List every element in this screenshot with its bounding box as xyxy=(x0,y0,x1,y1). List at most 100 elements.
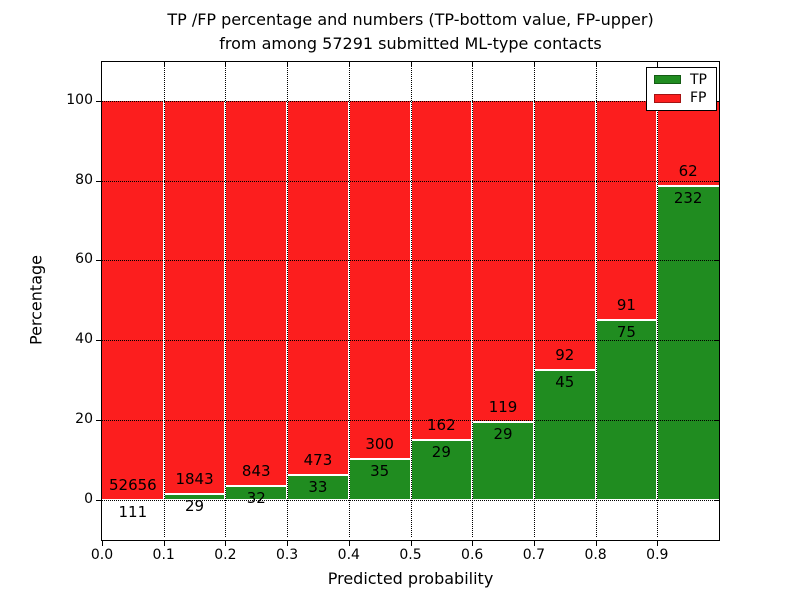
bar-segment-fp-4 xyxy=(348,101,411,458)
vertical-gridline-5 xyxy=(410,63,412,537)
vertical-gridline-8 xyxy=(595,63,597,537)
x-tick-label-0.5: 0.5 xyxy=(399,547,422,563)
bottom-tick-0.7 xyxy=(533,541,535,546)
top-tick-2 xyxy=(225,62,227,66)
x-tick-label-0.8: 0.8 xyxy=(584,547,607,563)
bar-segment-fp-5 xyxy=(410,101,473,439)
top-tick-6 xyxy=(472,62,474,66)
tp-count-label-0: 111 xyxy=(118,502,148,521)
horizontal-gridline-100 xyxy=(102,101,719,102)
tp-count-label-8: 75 xyxy=(616,323,636,342)
bar-segment-tp-0 xyxy=(102,498,164,500)
tp-count-label-4: 35 xyxy=(370,461,390,480)
y-tick-label-0: 0 xyxy=(84,490,93,507)
horizontal-gridline-80 xyxy=(102,180,719,182)
legend-label-fp: FP xyxy=(690,90,707,107)
bar-segment-tp-9 xyxy=(657,185,719,500)
chart-title-line1: TP /FP percentage and numbers (TP-bottom… xyxy=(167,10,654,29)
x-tick-label-0.3: 0.3 xyxy=(275,547,299,563)
fp-count-label-3: 473 xyxy=(303,450,333,469)
fp-count-label-9: 62 xyxy=(678,162,698,181)
fp-count-label-1: 1843 xyxy=(175,470,214,489)
vertical-gridline-6 xyxy=(472,63,474,537)
bar-segment-tp-7 xyxy=(533,368,596,500)
vertical-gridline-3 xyxy=(287,63,289,537)
bar-segment-fp-3 xyxy=(287,101,349,474)
vertical-gridline-4 xyxy=(348,63,350,537)
tp-count-label-9: 232 xyxy=(673,189,703,208)
horizontal-gridline-40 xyxy=(102,340,719,342)
bottom-tick-0.8 xyxy=(595,541,597,546)
bar-segment-fp-0 xyxy=(102,101,164,499)
horizontal-gridline-20 xyxy=(102,419,719,421)
left-tick-40 xyxy=(96,340,101,342)
fp-count-label-7: 92 xyxy=(555,345,575,364)
x-tick-label-0.6: 0.6 xyxy=(461,547,484,563)
top-tick-3 xyxy=(287,62,289,66)
y-tick-label-80: 80 xyxy=(75,171,93,188)
left-tick-100 xyxy=(96,101,101,102)
y-tick-label-60: 60 xyxy=(75,251,93,268)
bar-segment-tp-5 xyxy=(410,439,473,500)
x-tick-label-0.7: 0.7 xyxy=(522,547,546,563)
legend-entry-tp: TP xyxy=(654,73,709,87)
top-tick-9 xyxy=(657,62,659,66)
y-tick-label-20: 20 xyxy=(75,410,93,427)
tp-count-label-2: 32 xyxy=(246,488,266,507)
tp-swatch-icon xyxy=(654,75,681,85)
vertical-gridline-1 xyxy=(163,63,165,537)
bar-segment-fp-7 xyxy=(533,101,596,369)
horizontal-gridline-0 xyxy=(102,499,719,501)
plot-area: 52656 111 1843 29 843 32 473 33 300 35 162 29 119 29 9… xyxy=(101,61,720,541)
right-tick-80 xyxy=(715,180,719,182)
tp-count-label-3: 33 xyxy=(308,477,328,496)
right-tick-60 xyxy=(715,260,719,262)
x-tick-label-0.1: 0.1 xyxy=(152,547,175,563)
bottom-tick-0.0 xyxy=(102,541,103,546)
bottom-tick-0.5 xyxy=(410,541,412,546)
right-tick-0 xyxy=(715,499,719,501)
bottom-tick-0.6 xyxy=(472,541,474,546)
y-tick-label-100: 100 xyxy=(66,92,93,108)
tp-count-label-5: 29 xyxy=(431,443,451,461)
tp-count-label-1: 29 xyxy=(184,497,205,516)
fp-count-label-0: 52656 xyxy=(108,475,157,494)
tp-count-label-6: 29 xyxy=(493,425,513,444)
bar-segment-tp-4 xyxy=(348,457,411,500)
legend-label-tp: TP xyxy=(690,71,707,88)
bottom-tick-0.2 xyxy=(225,541,227,546)
y-tick-label-40: 40 xyxy=(75,331,93,348)
bottom-tick-0.4 xyxy=(348,541,350,546)
top-tick-4 xyxy=(348,62,350,66)
x-tick-label-0.9: 0.9 xyxy=(646,547,669,563)
left-tick-60 xyxy=(96,260,101,262)
bar-segment-tp-3 xyxy=(287,473,349,500)
top-tick-7 xyxy=(533,62,535,66)
bar-segment-tp-8 xyxy=(595,319,658,500)
right-tick-100 xyxy=(715,101,719,102)
vertical-gridline-2 xyxy=(225,63,227,537)
y-axis-label: Percentage xyxy=(26,254,46,346)
left-tick-0 xyxy=(96,499,101,501)
x-tick-label-0.0: 0.0 xyxy=(90,547,114,563)
bar-segment-tp-6 xyxy=(472,421,534,500)
fp-count-label-2: 843 xyxy=(241,461,271,480)
vertical-gridline-9 xyxy=(657,63,659,537)
left-tick-80 xyxy=(96,180,101,182)
horizontal-gridline-60 xyxy=(102,260,719,262)
fp-swatch-icon xyxy=(654,93,681,103)
top-tick-5 xyxy=(410,62,412,66)
bar-segment-tp-2 xyxy=(225,484,288,500)
legend-entry-fp: FP xyxy=(654,91,709,105)
bar-segment-fp-8 xyxy=(595,101,658,320)
bottom-tick-0.3 xyxy=(287,541,289,546)
chart-title-line2: from among 57291 submitted ML-type conta… xyxy=(219,34,602,53)
right-tick-40 xyxy=(715,340,719,342)
chart-title: TP /FP percentage and numbers (TP-bottom… xyxy=(101,8,720,56)
x-axis-label: Predicted probability xyxy=(327,569,494,588)
left-tick-20 xyxy=(96,419,101,421)
bar-segment-fp-1 xyxy=(163,101,226,494)
vertical-gridline-7 xyxy=(533,63,535,537)
x-tick-label-0.2: 0.2 xyxy=(214,547,237,563)
